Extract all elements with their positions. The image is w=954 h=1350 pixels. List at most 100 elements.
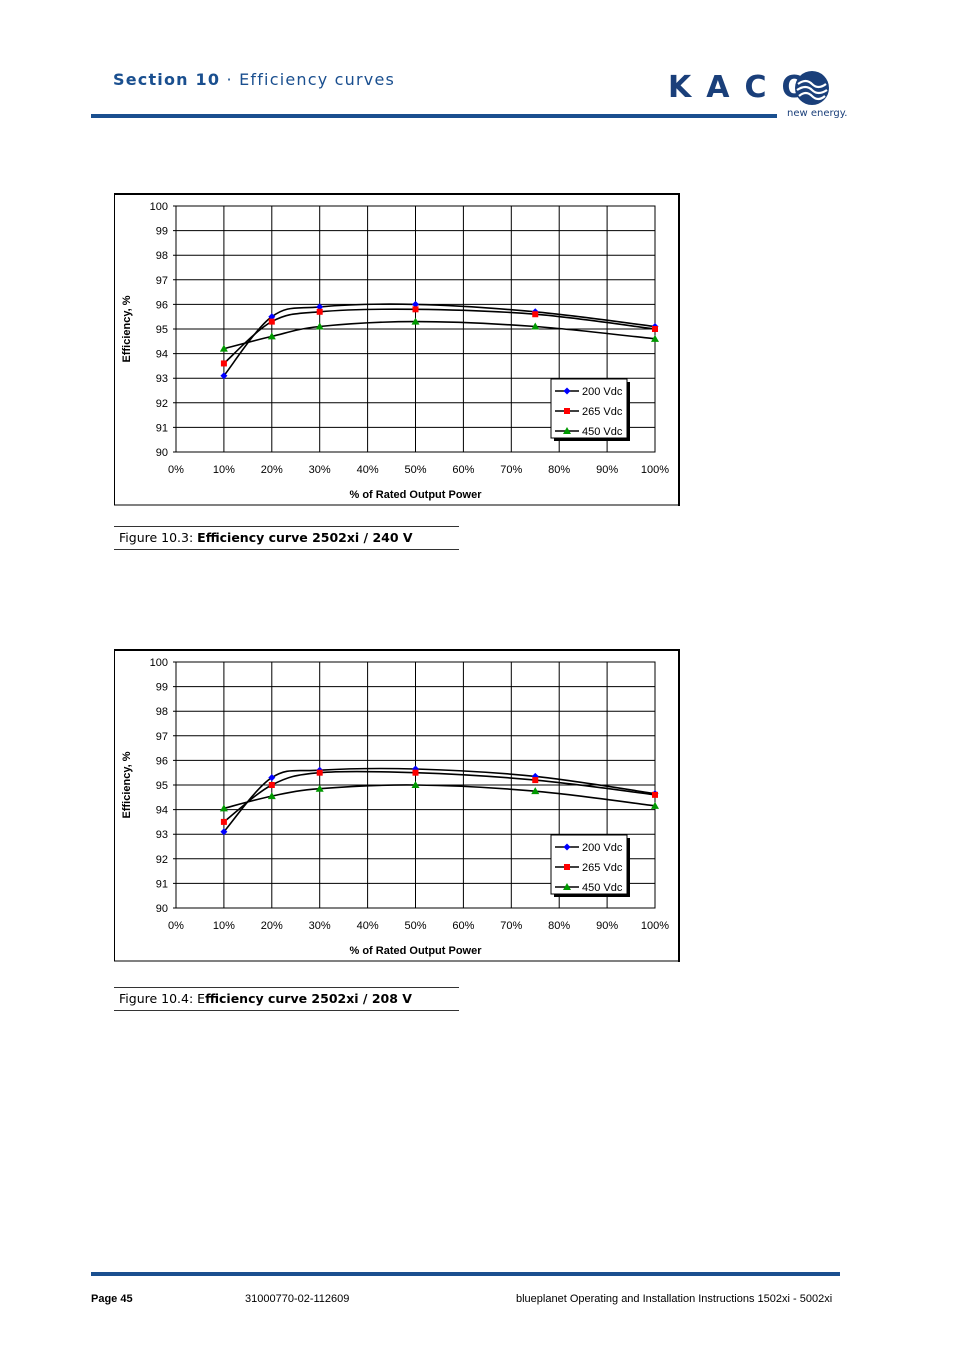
section-separator: · [220,70,240,89]
footer-rule [91,1272,840,1276]
data-point [532,777,539,784]
legend-box [550,834,628,895]
x-tick-label: 80% [548,464,570,476]
y-tick-label: 90 [156,447,168,459]
data-point [220,360,227,367]
y-tick-label: 94 [156,349,168,361]
y-tick-label: 93 [156,829,168,841]
kaco-logo-tagline: new energy. [787,108,848,119]
data-point [412,306,419,313]
data-point [267,332,276,340]
y-tick-label: 93 [156,373,168,385]
data-point [531,787,540,795]
data-point [267,792,276,800]
efficiency-chart-208v: 0% 10% 20% 30% 40% 50% 60% 70% 80% 90% 100% 90 91 92 9… [114,649,680,962]
legend-label: 450 Vdc [582,882,623,894]
efficiency-chart-240v: 0% 10% 20% 30% 40% 50% 60% 70% 80% 90% 100% 90 91 92 9… [114,193,680,506]
kaco-logo-icon [795,71,829,105]
x-tick-label: 70% [500,920,522,932]
y-tick-label: 92 [156,854,168,866]
caption-prefix: Figure 10.4: E [119,991,206,1006]
data-point [652,326,658,332]
caption-title: fficiency curve 2502xi / 208 V [205,991,412,1006]
y-tick-label: 97 [156,275,168,287]
legend-label: 200 Vdc [582,386,623,398]
data-point [316,303,324,311]
data-point [220,818,227,825]
data-point [651,801,659,809]
document-description: blueplanet Operating and Installation In… [516,1293,833,1305]
x-axis-label: % of Rated Output Power [350,489,483,501]
legend-label: 265 Vdc [582,406,623,418]
legend-marker [563,427,571,434]
chart-svg-208v: 0% 10% 20% 30% 40% 50% 60% 70% 80% 90% 100% 90 91 92 9… [114,649,680,962]
data-point [268,774,276,782]
y-tick-label: 99 [156,226,168,238]
x-tick-label: 100% [641,920,669,932]
legend-marker [563,843,571,851]
section-title: Efficiency curves [239,70,396,89]
x-tick-label: 100% [641,464,669,476]
x-tick-label: 40% [357,464,379,476]
x-tick-label: 20% [261,464,283,476]
legend-label: 200 Vdc [582,842,623,854]
y-tick-label: 91 [156,878,168,890]
data-point [268,782,275,788]
kaco-logo-text: KACO [668,70,822,105]
x-tick-label: 10% [213,920,235,932]
y-tick-label: 99 [156,682,168,694]
y-tick-label: 95 [156,324,168,336]
y-tick-label: 100 [150,201,168,213]
data-point [411,781,420,788]
data-point [532,311,539,318]
chart-svg-240v: 0% 10% 20% 30% 40% 50% 60% 70% 80% 90% 100% 90 91 92 9… [114,193,680,506]
x-tick-label: 10% [213,464,235,476]
y-tick-label: 90 [156,903,168,915]
data-point [412,300,419,308]
legend-box [550,378,628,439]
data-point [411,317,420,325]
x-tick-label: 30% [309,920,331,932]
document-number: 31000770-02-112609 [245,1293,350,1305]
page-number: Page 45 [91,1293,133,1305]
x-axis-label: % of Rated Output Power [350,945,483,957]
x-tick-label: 50% [404,920,426,932]
data-point [316,308,323,315]
caption-title: Efficiency curve 2502xi / 240 V [197,530,413,545]
y-tick-label: 98 [156,250,168,262]
x-tick-label: 40% [357,920,379,932]
section-heading: Section 10 · Efficiency curves [113,70,395,89]
legend-label: 265 Vdc [582,862,623,874]
y-tick-label: 94 [156,805,168,817]
legend-marker [563,883,571,890]
data-point [315,322,324,330]
data-point [268,313,276,321]
x-tick-label: 30% [309,464,331,476]
legend-marker [564,864,570,870]
legend-marker [564,408,570,414]
y-tick-label: 100 [150,657,168,669]
y-tick-label: 92 [156,398,168,410]
section-label: Section 10 [113,70,221,89]
y-tick-label: 96 [156,299,168,311]
data-point [652,791,658,798]
figure-caption-10-3: Figure 10.3: Efficiency curve 2502xi / 2… [114,526,459,550]
x-tick-label: 70% [500,464,522,476]
figure-caption-10-4: Figure 10.4: Efficiency curve 2502xi / 2… [114,987,459,1011]
header-rule [91,114,777,118]
data-point [220,372,228,380]
data-point [316,769,323,776]
data-point [315,784,324,792]
data-point [531,772,539,780]
x-tick-label: 20% [261,920,283,932]
data-point [412,765,419,773]
x-tick-label: 60% [452,920,474,932]
y-tick-label: 95 [156,780,168,792]
y-axis-label: Efficiency, % [121,751,133,818]
x-tick-label: 50% [404,464,426,476]
legend-marker [563,387,571,395]
x-tick-label: 90% [596,464,618,476]
y-tick-label: 91 [156,422,168,434]
x-tick-label: 80% [548,920,570,932]
y-tick-label: 96 [156,755,168,767]
